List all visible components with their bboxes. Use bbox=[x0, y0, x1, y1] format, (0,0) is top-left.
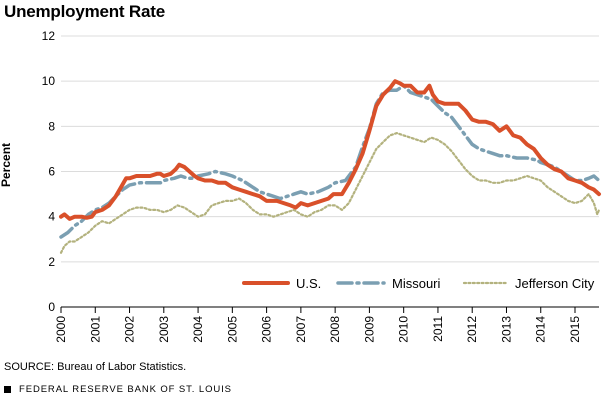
series-line-u-s- bbox=[59, 79, 601, 221]
legend-label: U.S. bbox=[296, 276, 321, 291]
x-tick-label: 2005 bbox=[225, 316, 239, 343]
publisher-footer: FEDERAL RESERVE BANK OF ST. LOUIS bbox=[4, 384, 232, 395]
x-tick-label: 2002 bbox=[123, 316, 137, 343]
x-tick-label: 2001 bbox=[88, 316, 102, 343]
publisher-name: FEDERAL RESERVE BANK OF ST. LOUIS bbox=[19, 384, 232, 395]
x-tick-label: 2013 bbox=[499, 316, 513, 343]
x-tick-label: 2000 bbox=[54, 316, 68, 343]
x-tick-label: 2004 bbox=[191, 316, 205, 343]
x-tick-label: 2003 bbox=[157, 316, 171, 343]
y-tick-label: 6 bbox=[48, 165, 55, 179]
x-tick-label: 2009 bbox=[362, 316, 376, 343]
x-tick-label: 2014 bbox=[534, 316, 548, 343]
footer-square-icon bbox=[4, 386, 11, 393]
legend-label: Missouri bbox=[392, 276, 441, 291]
y-tick-label: 8 bbox=[48, 119, 55, 133]
legend-label: Jefferson City bbox=[515, 276, 595, 291]
y-tick-label: 2 bbox=[48, 255, 55, 269]
y-tick-label: 12 bbox=[42, 29, 56, 43]
series-line-jefferson-city bbox=[59, 132, 601, 254]
x-tick-label: 2006 bbox=[260, 316, 274, 343]
chart-title: Unemployment Rate bbox=[4, 2, 165, 21]
y-tick-label: 4 bbox=[48, 210, 55, 224]
y-tick-label: 0 bbox=[48, 300, 55, 314]
x-tick-label: 2011 bbox=[431, 316, 445, 342]
source-note: SOURCE: Bureau of Labor Statistics. bbox=[4, 361, 187, 373]
y-tick-label: 10 bbox=[42, 74, 56, 88]
series-line-missouri bbox=[59, 83, 601, 239]
x-tick-label: 2008 bbox=[328, 316, 342, 343]
x-tick-label: 2012 bbox=[465, 316, 479, 343]
x-tick-label: 2007 bbox=[294, 316, 308, 343]
x-tick-label: 2015 bbox=[568, 316, 582, 343]
x-tick-label: 2010 bbox=[397, 316, 411, 343]
